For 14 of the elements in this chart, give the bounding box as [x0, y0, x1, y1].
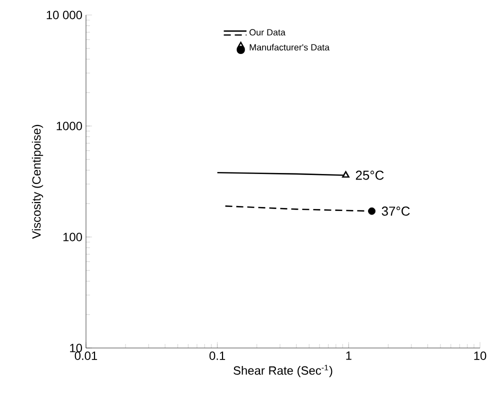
- x-tick-label: 10: [474, 352, 486, 360]
- x-tick-label: 0.1: [209, 352, 226, 360]
- y-axis-title: Viscosity (Centipoise): [32, 124, 44, 239]
- legend-label: Manufacturer's Data: [250, 44, 330, 50]
- annotation: 37°C: [382, 206, 410, 216]
- annotation: 25°C: [356, 170, 384, 180]
- x-tick-label: 1: [346, 352, 352, 360]
- y-tick-label: 100: [63, 232, 82, 242]
- x-tick-label: 0.01: [74, 352, 98, 360]
- legend-label: Our Data: [250, 29, 286, 36]
- y-tick-label: 1000: [56, 122, 82, 130]
- x-axis-title: Shear Rate (Sec$^{-1}$): [234, 364, 332, 378]
- y-tick-label: 10 000: [46, 10, 82, 20]
- y-tick-label: 10: [70, 344, 82, 352]
